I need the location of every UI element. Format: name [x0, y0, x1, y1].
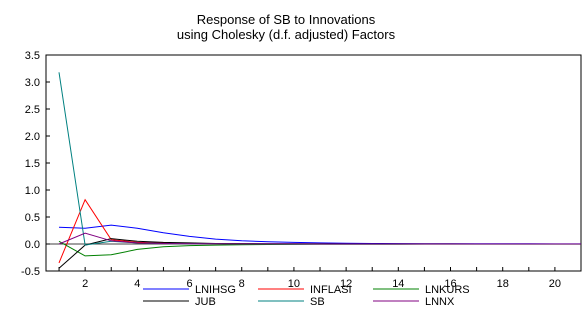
- legend-label: LNKURS: [425, 284, 470, 296]
- plot-frame: [45, 54, 582, 272]
- y-tick-label: 2.5: [25, 104, 40, 116]
- y-tick-label: 2.0: [25, 131, 40, 143]
- y-axis: -0.5 0.0 0.5 1.0 1.5 2.0 2.5 3.0 3.5: [21, 50, 50, 278]
- y-tick-label: 0.5: [25, 212, 40, 224]
- series-line-lnnx: [58, 232, 581, 245]
- legend-label: LNNX: [425, 296, 455, 308]
- x-tick-label: 16: [444, 278, 456, 290]
- series-line-sb: [58, 72, 581, 246]
- y-tick-label: 1.0: [25, 185, 40, 197]
- series-layer: [58, 72, 581, 269]
- legend-label: LNIHSG: [195, 284, 236, 296]
- series-line-inflasi: [58, 198, 581, 264]
- x-tick-label: 4: [134, 278, 140, 290]
- y-tick-label: -0.5: [21, 266, 40, 278]
- x-tick-label: 6: [186, 278, 192, 290]
- chart-title: Response of SB to Innovations: [197, 12, 376, 27]
- x-tick-label: 8: [239, 278, 245, 290]
- y-tick-label: 1.5: [25, 158, 40, 170]
- legend: LNIHSG INFLASI LNKURS JUB SB LNNX: [143, 284, 470, 308]
- y-tick-label: 3.0: [25, 77, 40, 89]
- y-tick-label: 3.5: [25, 50, 40, 62]
- x-tick-label: 18: [497, 278, 509, 290]
- legend-label: INFLASI: [310, 284, 352, 296]
- legend-label: SB: [310, 296, 325, 308]
- x-tick-label: 14: [392, 278, 404, 290]
- x-axis: 2 4 6 8 10 12 14 16 18 20: [58, 267, 582, 290]
- x-tick-label: 10: [288, 278, 300, 290]
- chart-subtitle: using Cholesky (d.f. adjusted) Factors: [177, 27, 396, 42]
- x-tick-label: 12: [340, 278, 352, 290]
- x-tick-label: 20: [549, 278, 561, 290]
- x-tick-label: 2: [82, 278, 88, 290]
- legend-label: JUB: [195, 296, 216, 308]
- y-tick-label: 0.0: [25, 239, 40, 251]
